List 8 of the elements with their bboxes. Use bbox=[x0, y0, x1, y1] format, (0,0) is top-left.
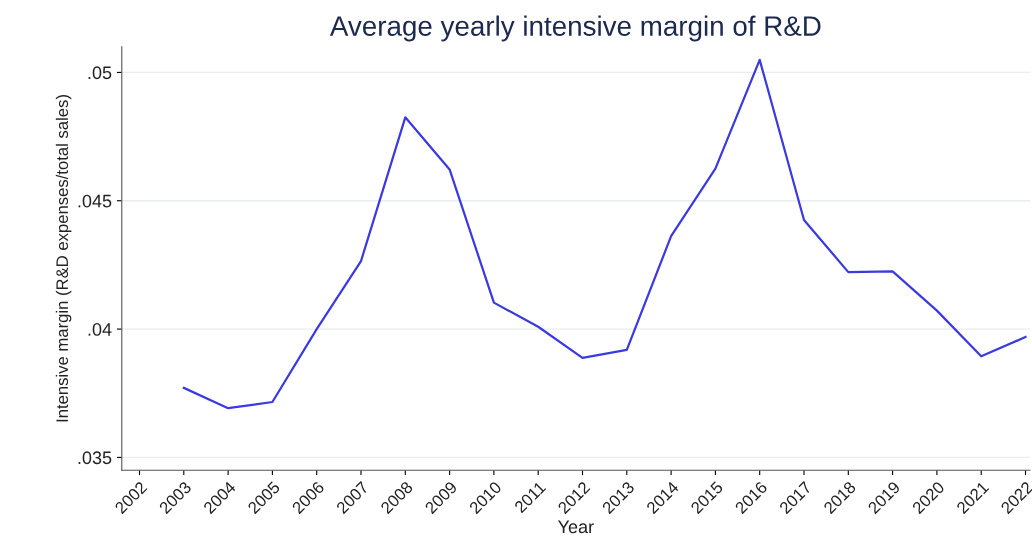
y-axis-title: Intensive margin (R&D expenses/total sales) bbox=[55, 95, 72, 422]
y-tick-label: .045 bbox=[78, 194, 112, 208]
chart-title: Average yearly intensive margin of R&D bbox=[329, 15, 821, 42]
y-tick-label: .04 bbox=[88, 323, 112, 336]
x-axis-title: Year bbox=[558, 520, 594, 534]
y-tick-label: .035 bbox=[78, 451, 112, 465]
line-series bbox=[182, 58, 1027, 410]
y-tick-label: .05 bbox=[88, 66, 112, 80]
